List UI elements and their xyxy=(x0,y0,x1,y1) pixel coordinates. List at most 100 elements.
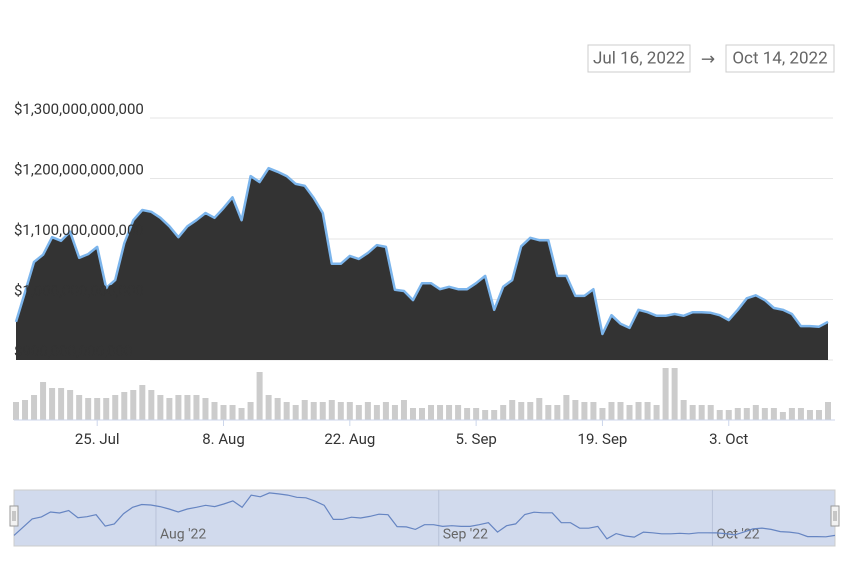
volume-bar xyxy=(491,410,498,420)
volume-bar xyxy=(112,395,119,420)
volume-bar xyxy=(626,405,633,420)
y-tick-label: $1,200,000,000,000 xyxy=(14,160,144,178)
y-tick-label: $1,000,000,000,000 xyxy=(14,281,144,299)
volume-bar xyxy=(400,400,407,420)
navigator-tick-label: Aug '22 xyxy=(160,527,206,543)
x-tick-label: 25. Jul xyxy=(75,430,120,448)
volume-bar xyxy=(716,410,723,420)
volume-bar xyxy=(680,400,687,420)
navigator-line xyxy=(13,492,836,540)
volume-bar xyxy=(67,390,74,420)
volume-bar xyxy=(274,398,281,420)
volume-bar xyxy=(94,398,101,420)
volume-bar xyxy=(373,405,380,420)
volume-bar xyxy=(121,392,128,420)
volume-bar xyxy=(599,408,606,420)
navigator-handle[interactable] xyxy=(9,505,19,527)
volume-bar xyxy=(761,408,768,420)
range-to[interactable]: Oct 14, 2022 xyxy=(732,48,827,68)
volume-bar xyxy=(572,400,579,420)
volume-bar xyxy=(419,408,425,420)
volume-bar xyxy=(536,398,543,420)
volume-bar xyxy=(166,398,173,420)
volume-bar xyxy=(725,410,732,420)
volume-bar xyxy=(355,405,362,420)
navigator-window xyxy=(13,489,836,547)
volume-bar xyxy=(139,385,146,420)
volume-bar xyxy=(193,395,200,420)
volume-bar xyxy=(76,395,83,420)
volume-bar xyxy=(428,405,435,420)
volume-bar xyxy=(301,400,308,420)
area-line xyxy=(14,166,829,336)
volume-bar xyxy=(292,405,299,420)
area-fill xyxy=(16,168,828,360)
volume-bar xyxy=(58,388,65,420)
volume-bar xyxy=(391,405,398,420)
volume-bar xyxy=(49,388,56,420)
x-tick-label: 3. Oct xyxy=(709,430,748,448)
volume-bar xyxy=(500,405,507,420)
volume-bar xyxy=(283,402,290,420)
volume-bar xyxy=(446,405,453,420)
x-tick-label: 19. Sep xyxy=(578,430,628,448)
volume-bar xyxy=(797,408,804,420)
x-tick-label: 5. Sep xyxy=(455,430,496,448)
volume-bar xyxy=(31,395,38,420)
volume-bar xyxy=(328,400,335,420)
volume-bar xyxy=(22,400,29,420)
volume-bar xyxy=(743,408,750,420)
volume-bar xyxy=(310,402,317,420)
volume-bar xyxy=(319,402,326,420)
y-tick-label: $900,000,000,000 xyxy=(14,342,132,360)
volume-bar xyxy=(103,398,110,420)
x-tick-label: 8. Aug xyxy=(202,430,245,448)
volume-bar xyxy=(825,402,831,420)
volume-bar xyxy=(148,390,155,420)
y-tick-label: $1,100,000,000,000 xyxy=(14,221,144,239)
x-tick-label: 22. Aug xyxy=(324,430,375,448)
y-tick-label: $1,300,000,000,000 xyxy=(14,100,144,118)
volume-bar xyxy=(518,402,525,420)
volume-bar xyxy=(13,402,19,420)
volume-bar xyxy=(220,405,227,420)
volume-bar xyxy=(815,410,822,420)
volume-bar xyxy=(554,405,561,420)
volume-bar xyxy=(256,372,263,420)
volume-bar xyxy=(644,402,651,420)
volume-bar xyxy=(590,402,597,420)
volume-bar xyxy=(563,395,570,420)
volume-bar xyxy=(509,400,516,420)
range-from[interactable]: Jul 16, 2022 xyxy=(593,48,685,68)
volume-bar xyxy=(527,402,534,420)
volume-bar xyxy=(734,408,741,420)
volume-bar xyxy=(752,405,759,420)
volume-bar xyxy=(671,368,678,420)
range-to-box[interactable] xyxy=(725,44,835,73)
volume-bar xyxy=(617,402,624,420)
volume-bar xyxy=(364,402,371,420)
volume-bar xyxy=(464,408,471,420)
volume-bar xyxy=(229,405,236,420)
volume-bar xyxy=(184,395,191,420)
volume-bar xyxy=(788,408,795,420)
volume-bar xyxy=(130,390,137,420)
navigator: Aug '22 Sep '22 Oct '22 xyxy=(9,489,840,547)
navigator-handle[interactable] xyxy=(830,505,840,527)
volume-bar xyxy=(40,382,47,420)
volume-bar xyxy=(770,408,777,420)
volume-bar xyxy=(473,408,480,420)
volume-bar xyxy=(157,395,164,420)
volume-bar xyxy=(545,405,552,420)
volume-bar xyxy=(779,412,786,420)
volume-bar xyxy=(265,395,272,420)
volume-bar xyxy=(175,395,182,420)
range-from-box[interactable] xyxy=(587,44,691,73)
volume-bar xyxy=(202,398,209,420)
volume-bar xyxy=(581,402,588,420)
volume-bar xyxy=(653,405,660,420)
volume-bar xyxy=(382,402,389,420)
volume-bar xyxy=(662,368,669,420)
volume-bar xyxy=(247,402,254,420)
